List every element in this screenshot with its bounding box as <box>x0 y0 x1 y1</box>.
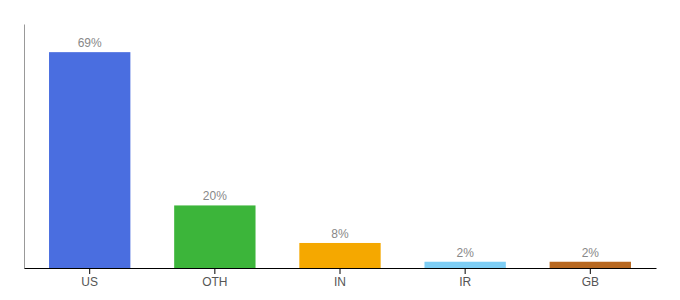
x-tick-label: GB <box>582 275 599 289</box>
x-tick-mark <box>214 268 215 274</box>
plot-area: US OTH IN IR GB 69% 20% 8% 2% 2% <box>25 25 657 289</box>
x-tick: IN <box>334 268 346 289</box>
bar <box>174 205 255 268</box>
x-axis: US OTH IN IR GB <box>25 268 657 289</box>
x-tick-label: OTH <box>202 275 227 289</box>
x-tick: US <box>81 268 98 289</box>
bar <box>299 243 380 268</box>
chart-svg: US OTH IN IR GB 69% 20% 8% 2% 2% <box>0 0 680 300</box>
data-label: 69% <box>78 36 102 50</box>
data-label: 2% <box>456 246 474 260</box>
x-tick-mark <box>340 268 341 274</box>
x-tick-label: IN <box>334 275 346 289</box>
x-tick-label: IR <box>459 275 471 289</box>
x-tick-mark <box>465 268 466 274</box>
x-tick: IR <box>459 268 471 289</box>
x-tick-label: US <box>81 275 98 289</box>
x-tick: GB <box>582 268 599 289</box>
data-labels: 69% 20% 8% 2% 2% <box>78 36 600 260</box>
data-label: 8% <box>331 227 349 241</box>
bar <box>49 52 130 268</box>
y-axis-line <box>24 25 25 269</box>
x-tick: OTH <box>202 268 227 289</box>
bar <box>424 262 505 268</box>
data-label: 20% <box>203 189 227 203</box>
bar <box>550 262 631 268</box>
bars <box>49 52 631 268</box>
x-tick-mark <box>590 268 591 274</box>
data-label: 2% <box>582 246 600 260</box>
y-axis <box>24 25 25 269</box>
x-tick-mark <box>89 268 90 274</box>
